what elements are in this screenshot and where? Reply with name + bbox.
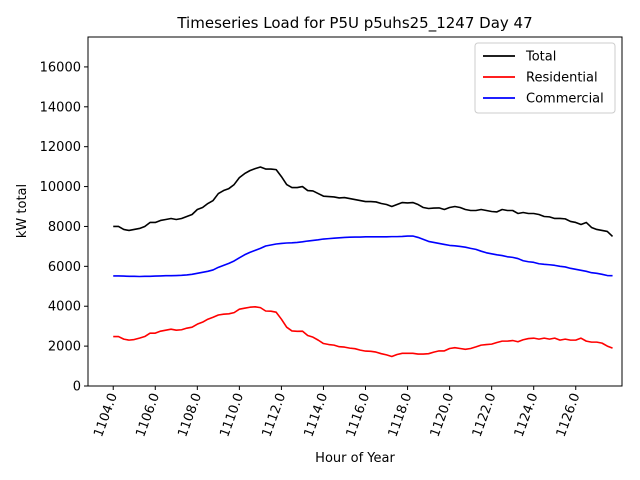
y-tick-label: 10000 <box>40 180 81 195</box>
series-layer <box>113 166 614 358</box>
x-axis-title: Hour of Year <box>315 451 395 466</box>
y-axis: 0 2000 4000 6000 8000 10000 12000 14000 16000 <box>40 60 88 395</box>
legend-label-residential: Residential <box>526 71 598 86</box>
series-line-total <box>113 166 614 238</box>
y-tick-label: 4000 <box>48 300 81 315</box>
y-tick-label: 6000 <box>48 260 81 275</box>
y-tick-label: 8000 <box>48 220 81 235</box>
legend: Total Residential Commercial <box>474 42 616 114</box>
y-tick-label: 12000 <box>40 140 81 155</box>
series-line-residential <box>113 306 613 358</box>
y-tick-label: 16000 <box>40 60 81 75</box>
plot-frame <box>87 36 623 387</box>
series-line-commercial <box>113 235 613 278</box>
y-tick-label: 2000 <box>48 340 81 355</box>
y-axis-title: kW total <box>15 184 30 238</box>
chart-title: Timeseries Load for P5U p5uhs25_1247 Day… <box>176 14 532 33</box>
y-tick-label: 14000 <box>40 100 81 115</box>
legend-label-commercial: Commercial <box>526 92 604 107</box>
legend-label-total: Total <box>525 50 556 65</box>
y-tick-label: 0 <box>73 380 81 395</box>
legend-frame <box>474 42 616 114</box>
